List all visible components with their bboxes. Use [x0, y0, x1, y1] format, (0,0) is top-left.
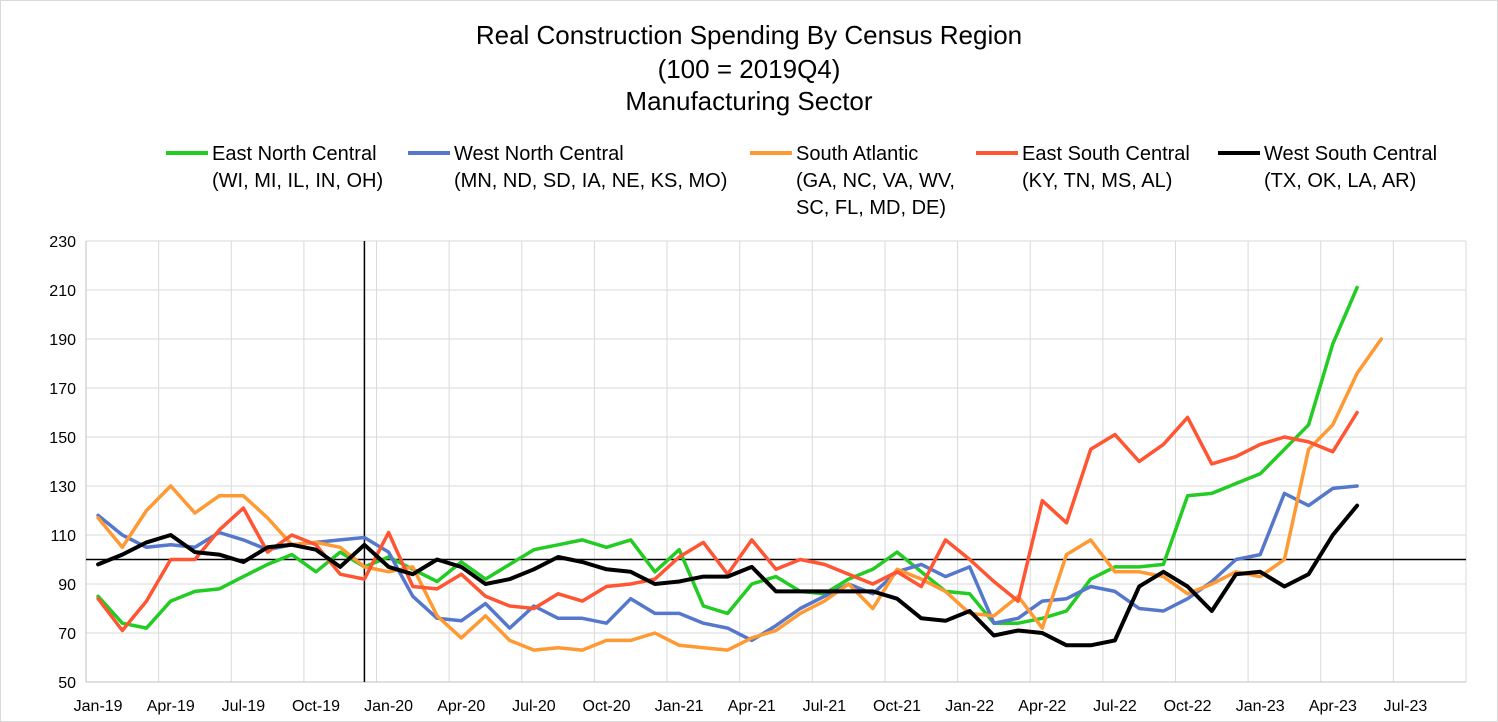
legend-sublabel: SC, FL, MD, DE) — [796, 197, 946, 219]
x-tick-label: Jul-23 — [1384, 698, 1428, 715]
legend-sublabel: (TX, OK, LA, AR) — [1264, 170, 1416, 192]
x-tick-label: Oct-21 — [873, 698, 921, 715]
legend-label: West North Central — [454, 143, 624, 165]
y-tick-label: 170 — [49, 381, 76, 398]
series-line-east-south-central — [96, 410, 1359, 633]
y-tick-label: 70 — [58, 626, 76, 643]
legend-sublabel: (MN, ND, SD, IA, NE, KS, MO) — [454, 170, 727, 192]
legend-item-east-north-central: East North Central (WI, MI, IL, IN, OH) — [166, 143, 383, 192]
x-tick-label: Jan-20 — [364, 698, 413, 715]
x-tick-label: Jan-23 — [1236, 698, 1285, 715]
legend-sublabel: (KY, TN, MS, AL) — [1022, 170, 1172, 192]
x-tick-label: Apr-20 — [437, 698, 485, 715]
title-line-1: Real Construction Spending By Census Reg… — [476, 20, 1022, 50]
legend-item-east-south-central: East South Central (KY, TN, MS, AL) — [976, 143, 1190, 192]
x-tick-label: Jul-20 — [512, 698, 556, 715]
legend-item-west-north-central: West North Central (MN, ND, SD, IA, NE, K… — [408, 143, 727, 192]
series-line-east-north-central — [96, 285, 1359, 630]
chart-title: Real Construction Spending By Census Reg… — [476, 20, 1022, 116]
y-tick-label: 190 — [49, 332, 76, 349]
x-tick-label: Jan-21 — [655, 698, 704, 715]
title-line-2: (100 = 2019Q4) — [658, 54, 841, 84]
y-tick-label: 90 — [58, 577, 76, 594]
x-tick-label: Jul-21 — [803, 698, 847, 715]
legend: East North Central (WI, MI, IL, IN, OH) We… — [166, 143, 1437, 219]
x-tick-label: Apr-19 — [147, 698, 195, 715]
series-line-west-south-central — [96, 503, 1360, 648]
legend-sublabel: (WI, MI, IL, IN, OH) — [212, 170, 383, 192]
y-tick-label: 150 — [49, 430, 76, 447]
x-tick-label: Apr-23 — [1309, 698, 1357, 715]
x-tick-label: Jan-22 — [945, 698, 994, 715]
y-tick-label: 130 — [49, 479, 76, 496]
x-tick-label: Oct-22 — [1164, 698, 1212, 715]
x-tick-label: Jul-22 — [1093, 698, 1137, 715]
legend-label: West South Central — [1264, 143, 1437, 165]
y-tick-label: 210 — [49, 283, 76, 300]
title-line-3: Manufacturing Sector — [625, 86, 872, 116]
legend-item-west-south-central: West South Central (TX, OK, LA, AR) — [1218, 143, 1437, 192]
x-tick-label: Apr-22 — [1018, 698, 1066, 715]
legend-item-south-atlantic: South Atlantic (GA, NC, VA, WV, SC, FL, MD… — [750, 143, 955, 219]
axes: Jan-19 Apr-19 Jul-19 Oct-19 Jan-20 Apr-20 Jul-… — [74, 241, 1466, 715]
x-tick-label: Oct-20 — [583, 698, 631, 715]
legend-label: East South Central — [1022, 143, 1190, 165]
y-tick-label: 110 — [50, 528, 76, 545]
series-group — [96, 285, 1384, 652]
legend-label: South Atlantic — [796, 143, 918, 165]
x-tick-label: Apr-21 — [728, 698, 776, 715]
legend-label: East North Central — [212, 143, 377, 165]
x-tick-label: Jul-19 — [222, 698, 266, 715]
x-tick-label: Oct-19 — [292, 698, 340, 715]
y-tick-label: 230 — [49, 234, 76, 251]
x-tick-label: Jan-19 — [74, 698, 123, 715]
legend-sublabel: (GA, NC, VA, WV, — [796, 170, 955, 192]
y-tick-label: 50 — [58, 675, 76, 692]
